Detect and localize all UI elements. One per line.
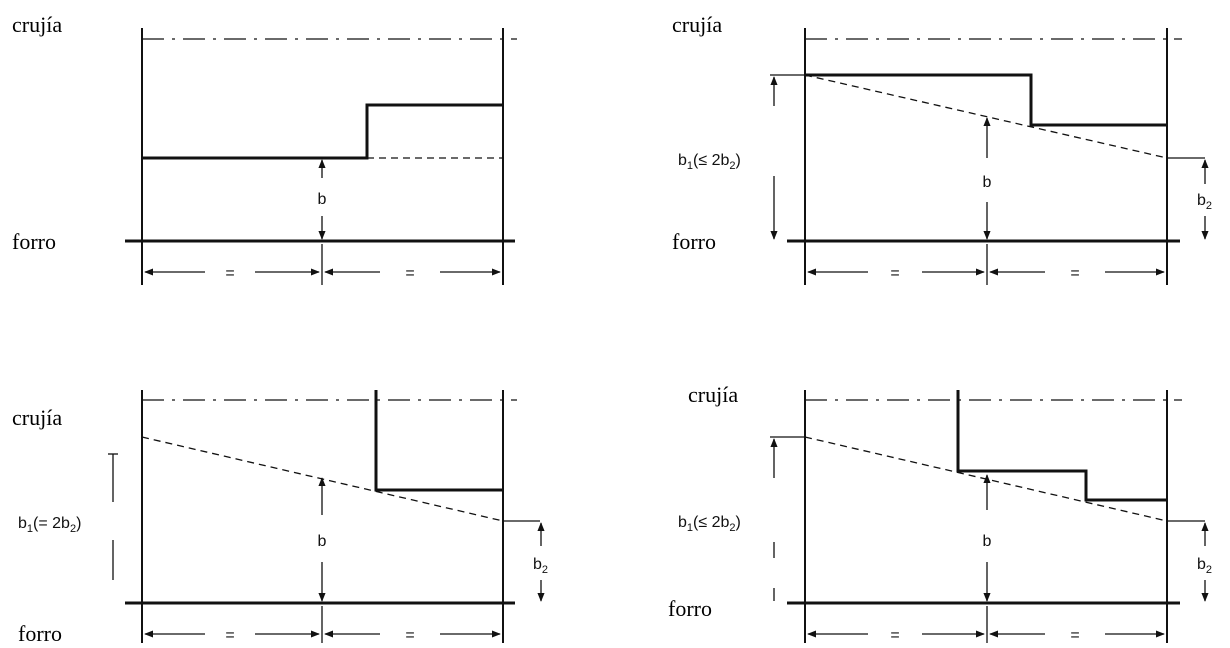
width-profile-line	[142, 103, 503, 160]
equal-sign-label: =	[890, 627, 899, 643]
panel-top-right: crujía forro b1(≤ 2b2) b b2 = =	[672, 12, 1212, 285]
equal-sign-label: =	[1070, 265, 1079, 282]
equal-sign-label: =	[890, 265, 899, 282]
equal-sign-label: =	[405, 627, 414, 643]
forro-label: forro	[12, 229, 56, 254]
trapezoid-dashed-line	[804, 436, 1168, 522]
crujia-label: crujía	[688, 382, 738, 407]
b-label: b	[983, 174, 992, 191]
b1-label: b1(≤ 2b2)	[678, 152, 741, 172]
forro-label: forro	[668, 596, 712, 621]
panel-top-left: crujía forro b = =	[12, 12, 517, 285]
b1-label: b1(= 2b2)	[18, 515, 81, 535]
panel-bottom-left: crujía forro b1(= 2b2) b b2 = =	[12, 390, 548, 646]
width-profile-line	[956, 390, 1167, 502]
b-label: b	[983, 533, 992, 550]
equal-sign-label: =	[1070, 627, 1079, 643]
b-label: b	[318, 533, 327, 550]
crujia-label: crujía	[12, 12, 62, 37]
crujia-label: crujía	[672, 12, 722, 37]
b1-label: b1(≤ 2b2)	[678, 514, 741, 534]
b2-label: b2	[1197, 556, 1212, 576]
equal-sign-label: =	[225, 265, 234, 282]
forro-label: forro	[672, 229, 716, 254]
b2-label: b2	[533, 556, 548, 576]
equal-sign-label: =	[405, 265, 414, 282]
width-profile-line	[805, 73, 1167, 127]
b-label: b	[318, 191, 327, 208]
forro-label: forro	[18, 621, 62, 643]
equal-sign-label: =	[225, 627, 234, 643]
panel-bottom-right: crujía forro b1(≤ 2b2) b b2 = =	[668, 382, 1212, 644]
trapezoid-dashed-line	[804, 74, 1168, 159]
crujia-label: crujía	[12, 405, 62, 430]
b2-label: b2	[1197, 192, 1212, 212]
width-profile-line	[374, 390, 503, 492]
